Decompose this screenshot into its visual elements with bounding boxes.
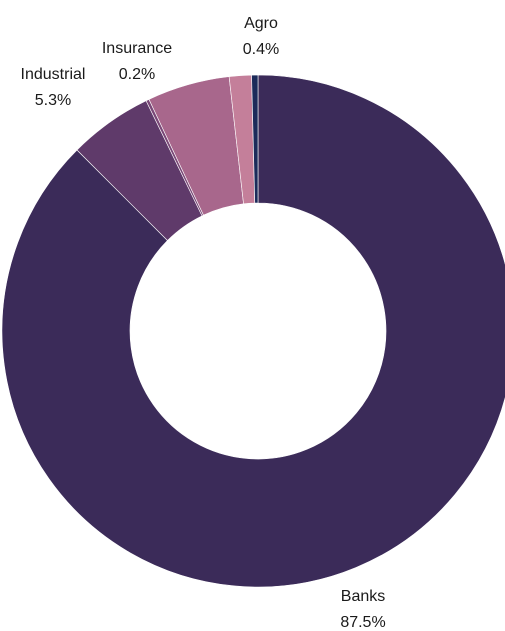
label-agro-name: Agro [244,15,278,32]
label-insurance-value: 0.2% [119,66,155,83]
labels-group: Banks 87.5% Industrial 5.3% Insurance 0.… [21,15,386,631]
label-industrial-value: 5.3% [35,92,71,109]
slice-agro [251,74,259,204]
label-agro-value: 0.4% [243,41,279,58]
label-banks-name: Banks [341,588,385,605]
label-banks-value: 87.5% [340,614,385,631]
label-insurance-name: Insurance [102,40,172,57]
label-industrial-name: Industrial [21,66,86,83]
slices-group [1,74,505,588]
slice-banks [1,74,505,588]
